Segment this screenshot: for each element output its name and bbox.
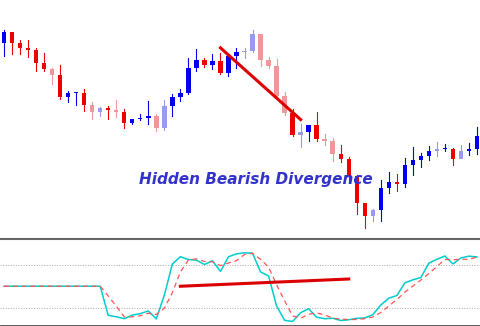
Bar xyxy=(194,60,198,67)
Bar xyxy=(82,93,86,105)
Bar xyxy=(282,96,286,113)
Bar xyxy=(290,113,294,135)
Bar xyxy=(34,50,38,63)
Bar xyxy=(234,52,238,56)
Bar xyxy=(114,111,118,112)
Bar xyxy=(338,154,342,159)
Bar xyxy=(138,118,142,119)
Bar xyxy=(466,149,470,151)
Bar xyxy=(210,61,214,65)
Bar xyxy=(10,32,14,43)
Bar xyxy=(458,151,462,158)
Bar xyxy=(474,136,478,149)
Bar xyxy=(26,48,30,50)
Text: Hidden Bearish Divergence: Hidden Bearish Divergence xyxy=(138,172,372,187)
Bar xyxy=(130,119,134,124)
Bar xyxy=(306,125,310,132)
Bar xyxy=(386,183,390,187)
Bar xyxy=(154,116,158,128)
Bar xyxy=(218,61,222,73)
Bar xyxy=(146,116,150,118)
Bar xyxy=(322,139,326,141)
Bar xyxy=(426,151,430,156)
Bar xyxy=(170,97,174,106)
Bar xyxy=(50,69,54,75)
Bar xyxy=(122,112,126,124)
Bar xyxy=(442,148,446,149)
Bar xyxy=(98,109,102,112)
Bar xyxy=(18,43,22,48)
Bar xyxy=(202,60,206,65)
Bar xyxy=(378,187,382,210)
Bar xyxy=(226,56,230,73)
Bar xyxy=(346,159,350,176)
Bar xyxy=(298,132,302,135)
Bar xyxy=(274,66,278,96)
Bar xyxy=(178,93,182,97)
Bar xyxy=(186,67,190,93)
Bar xyxy=(66,93,70,97)
Bar xyxy=(354,176,358,203)
Bar xyxy=(314,125,318,139)
Bar xyxy=(258,34,262,60)
Bar xyxy=(410,160,414,165)
Bar xyxy=(58,75,62,97)
Bar xyxy=(370,210,374,216)
Bar xyxy=(2,32,6,43)
Bar xyxy=(162,106,166,128)
Bar xyxy=(362,203,366,216)
Bar xyxy=(434,149,438,151)
Bar xyxy=(450,149,454,158)
Bar xyxy=(90,105,94,112)
Bar xyxy=(106,109,110,111)
Bar xyxy=(402,165,406,184)
Bar xyxy=(250,34,254,51)
Bar xyxy=(42,63,46,69)
Bar xyxy=(74,92,78,93)
Bar xyxy=(330,141,334,154)
Bar xyxy=(242,51,246,52)
Bar xyxy=(394,183,398,184)
Bar xyxy=(418,156,422,160)
Bar xyxy=(266,60,270,66)
